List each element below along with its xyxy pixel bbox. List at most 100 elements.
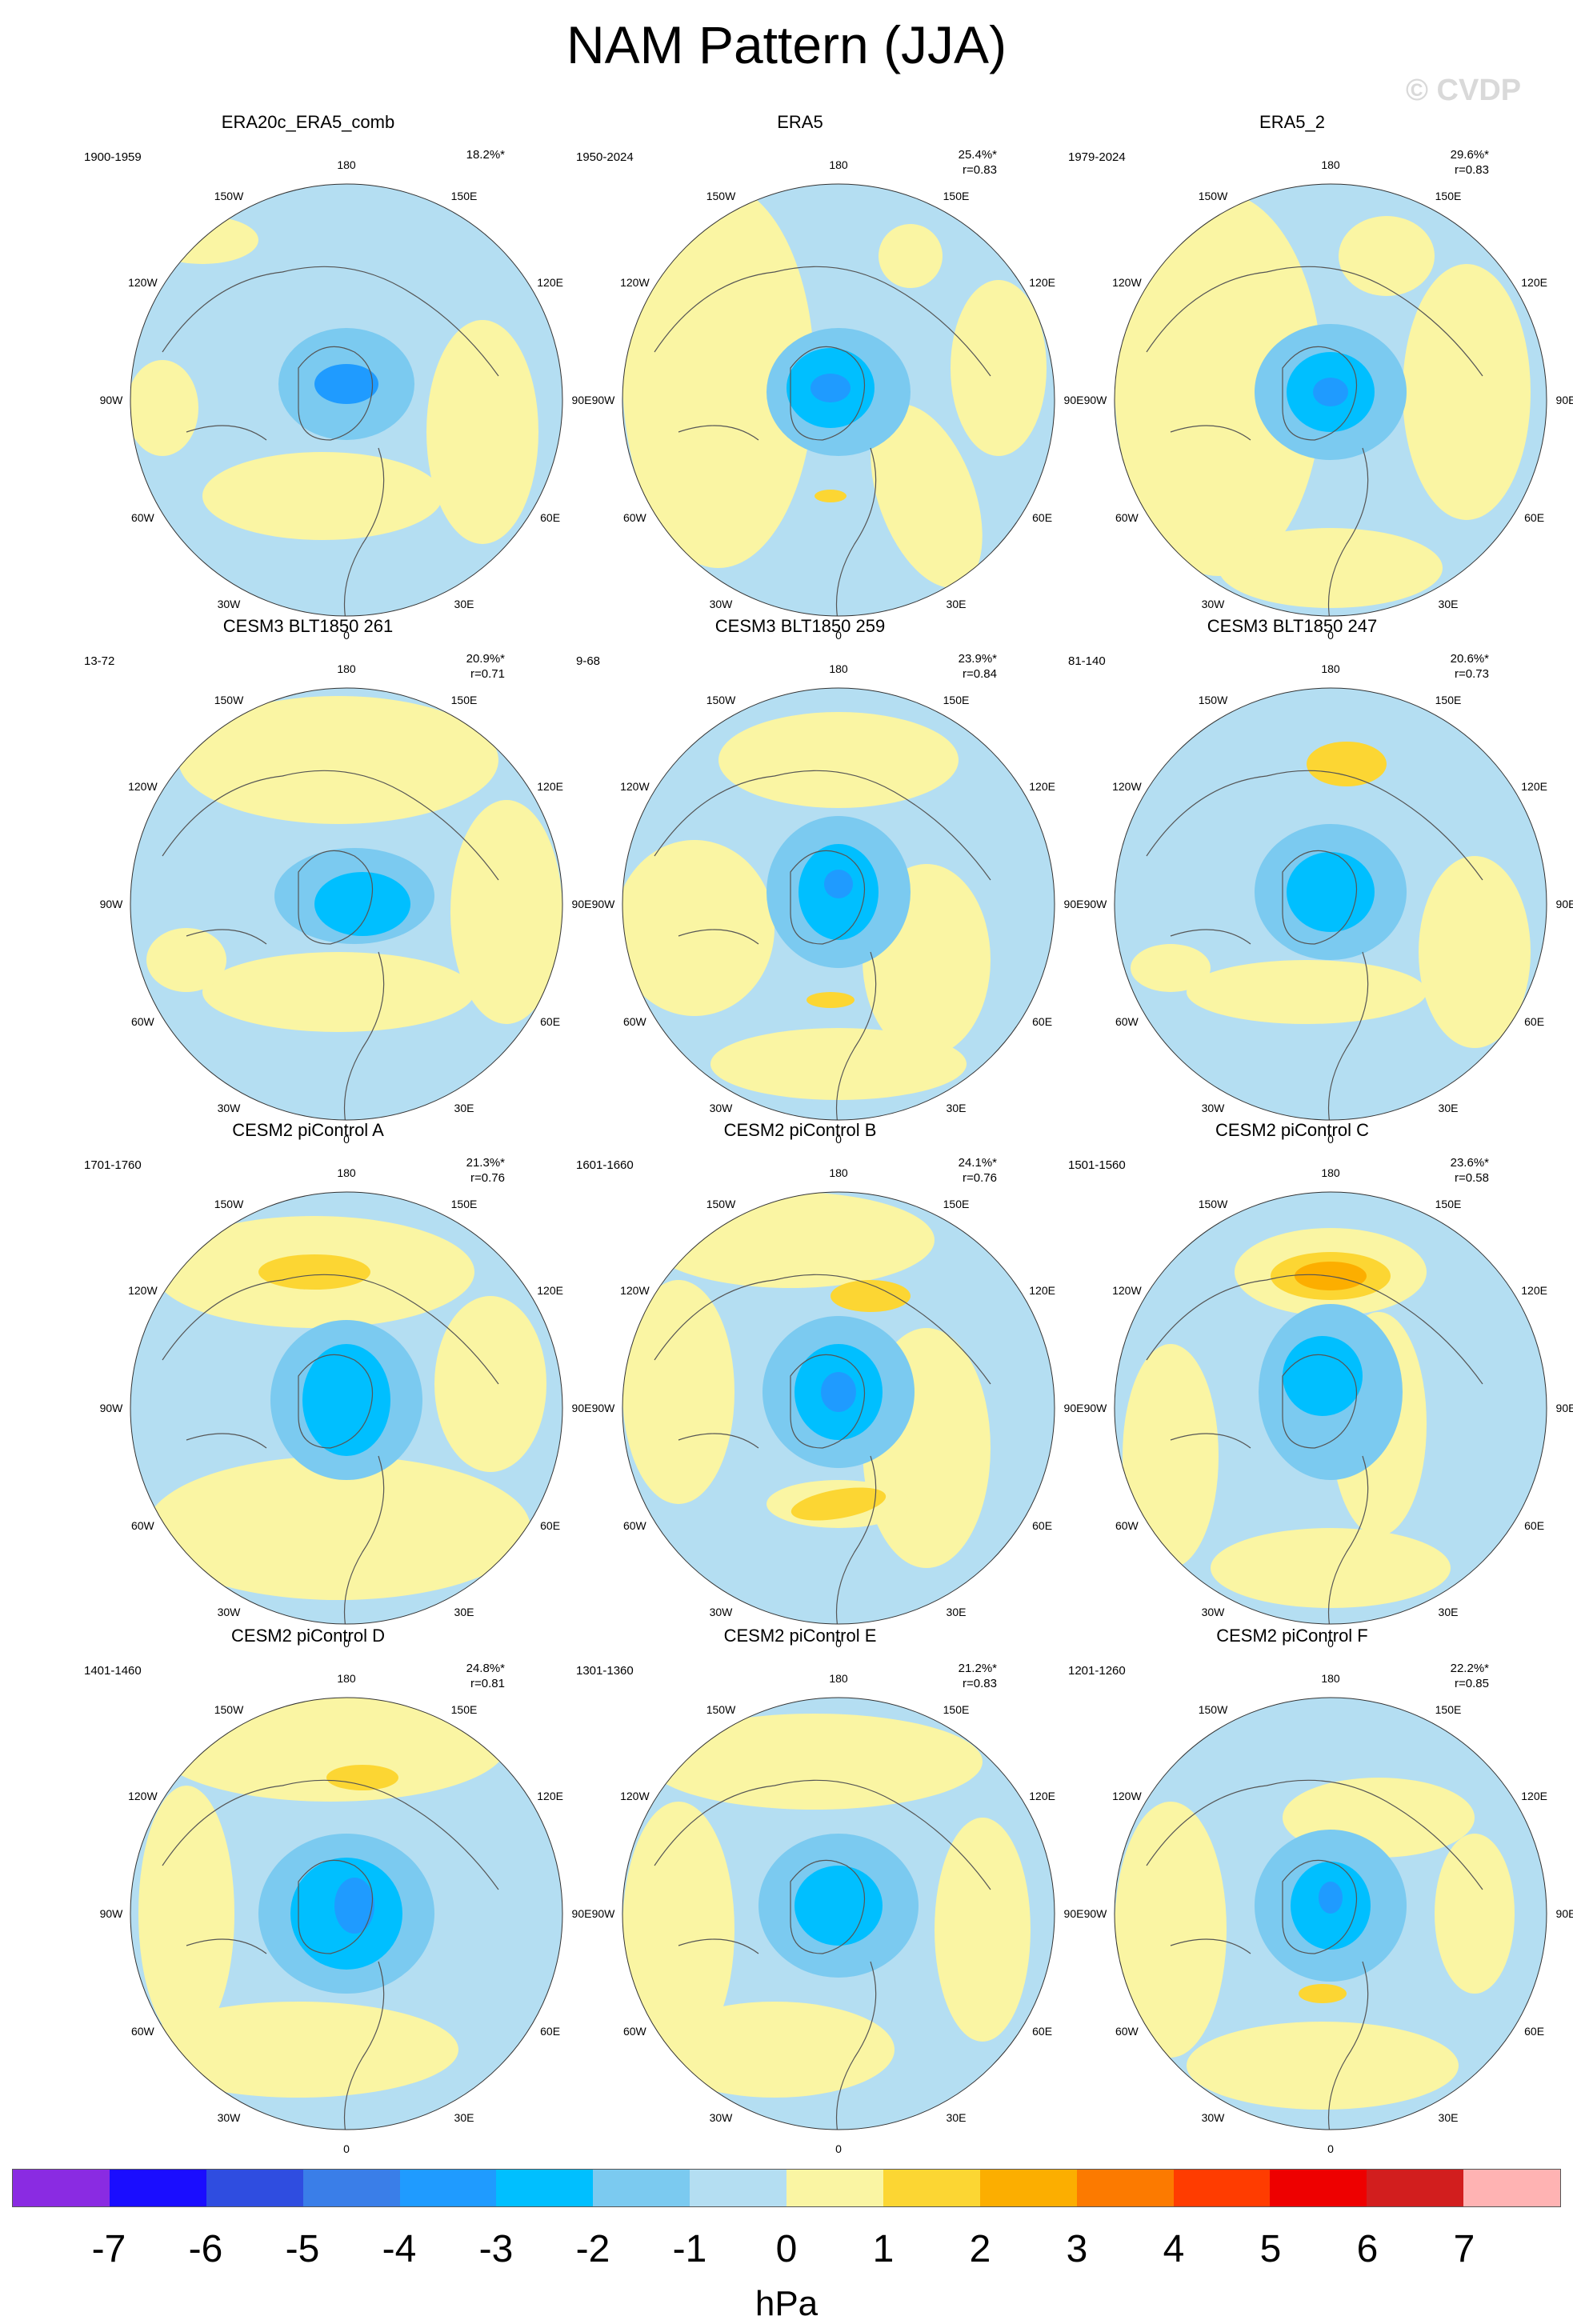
longitude-label: 60W [130,1015,154,1028]
longitude-label: 150W [214,190,244,203]
longitude-label: 60W [622,2025,646,2038]
variance-explained: 20.6%* [1450,652,1489,666]
anomaly-contour [202,452,442,540]
variance-explained: 22.2%* [1450,1662,1489,1675]
longitude-label: 30E [454,1101,474,1114]
longitude-label: 60W [622,511,646,524]
anomaly-contour [1435,1834,1515,1994]
longitude-label: 120E [1521,1790,1547,1802]
longitude-label: 120W [128,1284,158,1297]
longitude-label: 120W [620,276,650,289]
coastlines [1146,266,1483,616]
longitude-label: 90W [1083,394,1107,406]
anomaly-contour [821,1372,856,1412]
anomaly-contour [178,696,498,824]
colorbar-tick-label: -5 [285,2228,320,2270]
colorbar-swatch [399,2170,497,2206]
panel-title: CESM2 piControl E [723,1626,877,1646]
longitude-label: 90W [99,1402,123,1414]
cvdp-watermark: © CVDP [1406,74,1522,107]
longitude-label: 150W [1198,1703,1228,1717]
longitude-label: 180 [1321,662,1340,675]
panel-stats: 23.9%* r=0.84 [959,651,997,682]
longitude-label: 60W [622,1519,646,1532]
panel-stats: 20.6%* r=0.73 [1451,651,1489,682]
colorbar-swatch [1270,2170,1367,2206]
map-border [130,1191,563,1625]
variance-explained: 23.9%* [958,652,997,666]
anomaly-contour [1299,1984,1347,2003]
panel-period: 13-72 [84,654,115,668]
longitude-label: 0 [343,1133,350,1146]
anomaly-contour [1313,378,1348,406]
anomaly-contour [314,872,410,936]
polar-map [622,687,1055,1121]
anomaly-contour [871,404,983,588]
pattern-correlation: r=0.81 [470,1677,505,1690]
panel-title: CESM2 piControl C [1215,1120,1369,1140]
anomaly-contour [1187,2022,1459,2110]
anomaly-contour [434,1296,546,1472]
longitude-label: 180 [829,1166,848,1179]
longitude-label: 150E [450,694,478,707]
longitude-label: 60E [1032,2025,1053,2038]
polar-map [622,1191,1055,1625]
longitude-label: 150W [706,1198,736,1211]
coastlines [1146,1779,1483,2130]
panel-stats: 20.9%* r=0.71 [466,651,505,682]
longitude-label: 90E [571,394,592,406]
colorbar-swatch [690,2170,786,2206]
longitude-label: 30W [1201,1101,1225,1114]
coastlines [654,770,991,1120]
longitude-label: 90E [1555,1402,1573,1414]
map-panel: CESM3 BLT1850 261 13-72 20.9%* r=0.71 180 150… [60,616,591,1146]
colorbar-swatch [1076,2170,1174,2206]
longitude-label: 150E [943,1198,970,1211]
longitude-label: 60W [1115,1015,1139,1028]
longitude-label: 90E [571,1907,592,1920]
longitude-label: 30E [946,597,967,610]
longitude-label: 60E [540,1015,561,1028]
longitude-label: 180 [337,662,356,675]
anomaly-contour [795,1866,883,1946]
longitude-label: 90W [99,1907,123,1920]
longitude-label: 30W [1201,2110,1225,2124]
longitude-label: 120W [128,780,158,793]
longitude-label: 90E [1063,1402,1084,1414]
polar-map [130,687,563,1121]
coastlines [162,266,499,616]
longitude-label: 120E [1029,780,1055,793]
pattern-correlation: r=0.83 [963,1677,997,1690]
longitude-label: 0 [1327,2142,1334,2155]
longitude-label: 0 [343,1637,350,1650]
longitude-label: 150E [943,1703,970,1717]
colorbar-swatch [496,2170,594,2206]
longitude-label: 60E [1524,1015,1545,1028]
map-border [622,183,1055,617]
colorbar-tick-label: 1 [872,2228,895,2270]
anomaly-contour [146,216,258,264]
colorbar-swatch [593,2170,690,2206]
map-border [622,1697,1055,2130]
longitude-label: 180 [1321,1166,1340,1179]
pattern-correlation: r=0.83 [963,163,997,177]
map-panel: CESM3 BLT1850 259 9-68 23.9%* r=0.84 180 150E… [552,616,1083,1146]
colorbar-swatch [302,2170,400,2206]
longitude-label: 0 [343,2142,350,2155]
longitude-label: 90W [99,898,123,910]
longitude-label: 120E [1521,276,1547,289]
colorbar-tick-label: -3 [478,2228,514,2270]
map-panel: CESM2 piControl C 1501-1560 23.6%* r=0.58 18… [1044,1120,1573,1650]
map-border [1114,183,1547,617]
longitude-label: 120W [1112,780,1142,793]
longitude-label: 60E [1524,2025,1545,2038]
longitude-label: 30W [1201,597,1225,610]
longitude-label: 150E [450,190,478,203]
longitude-label: 90E [1063,1907,1084,1920]
anomaly-contour [314,364,378,404]
longitude-label: 150W [1198,694,1228,707]
panel-title: CESM3 BLT1850 247 [1207,616,1378,636]
anomaly-contour [646,1192,935,1288]
anomaly-contour [146,928,226,992]
longitude-label: 120W [1112,1284,1142,1297]
